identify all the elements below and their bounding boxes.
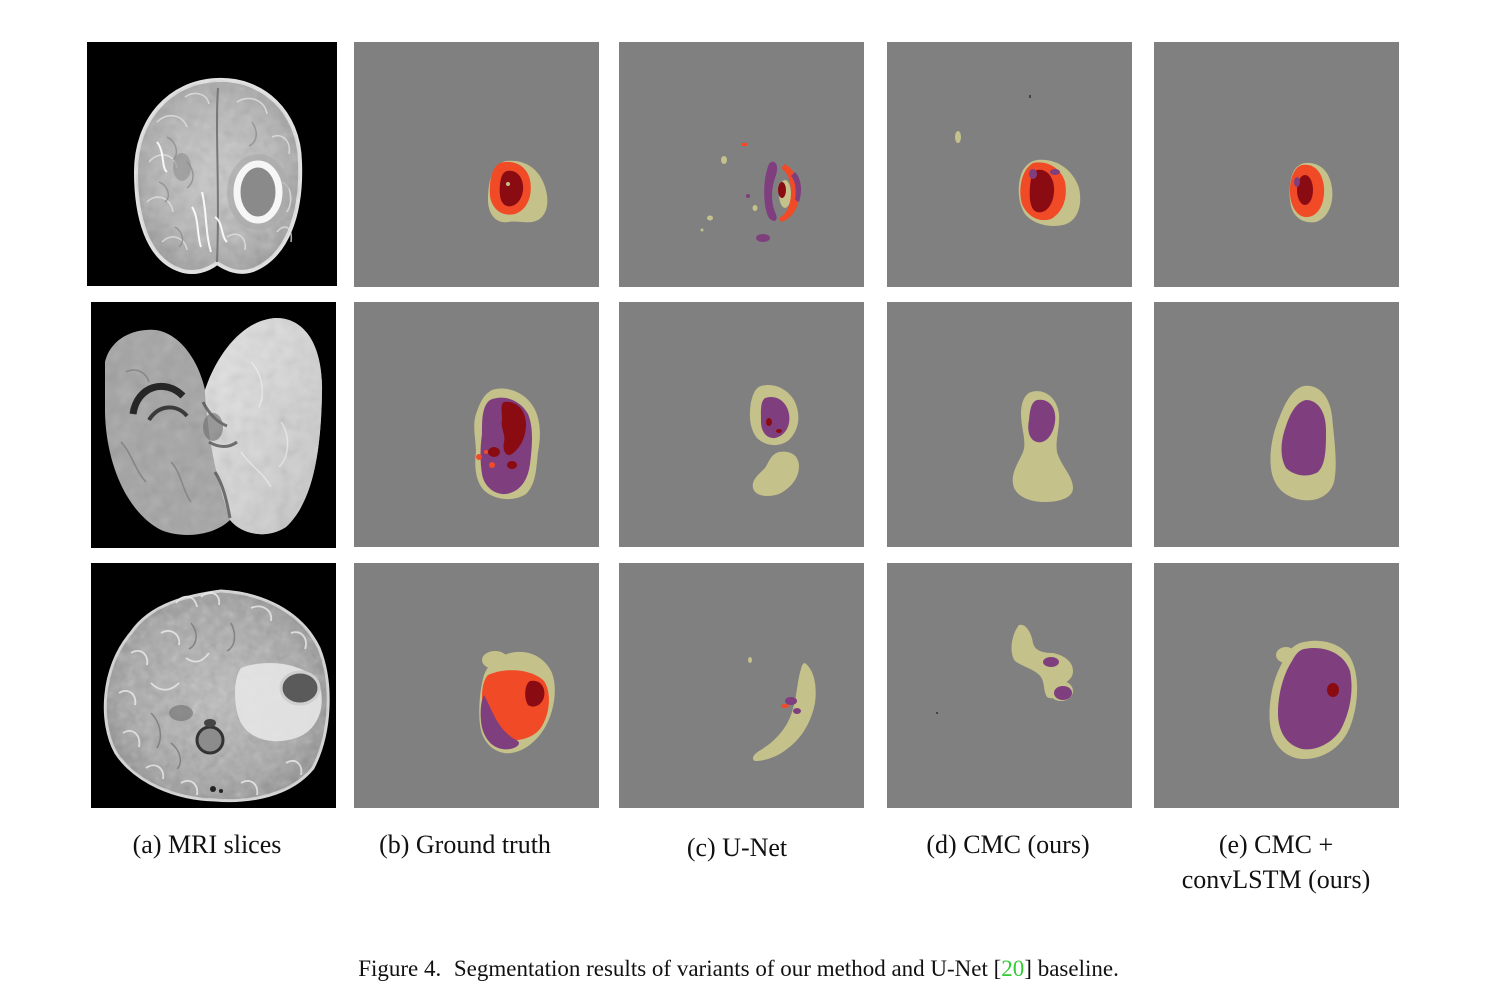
column-label-line-1: (e) CMC +: [1218, 830, 1334, 859]
segmentation-region-purple: [1043, 657, 1059, 667]
mri-slice-row-2: [91, 302, 336, 548]
mri-slice-row-1: [87, 42, 337, 286]
segmentation-speck: [700, 228, 704, 232]
segmentation-speck: [936, 712, 938, 714]
segmentation-region-dark-red: [778, 182, 786, 198]
ventricle: [129, 382, 186, 415]
segmentation-speck: [721, 156, 727, 164]
segmentation-region-purple: [1278, 647, 1352, 750]
column-label-line-2: convLSTM (ours): [1181, 865, 1371, 894]
segmentation-region-dark-red: [507, 461, 517, 469]
segmentation-speck: [746, 194, 750, 198]
segmentation-speck: [748, 657, 752, 663]
unet-row-1: [619, 42, 864, 287]
cmc-row-3: [887, 563, 1132, 808]
dark-lesion: [279, 670, 321, 706]
citation-link[interactable]: 20: [1001, 956, 1025, 981]
segmentation-region-purple: [793, 708, 801, 714]
column-label-unet: (c) U-Net: [686, 833, 788, 862]
mri-slice-row-3: [91, 563, 336, 808]
cmc-convlstm-row-2: [1154, 302, 1399, 547]
brainstem: [195, 725, 225, 755]
caption-text-end: ] baseline.: [1024, 956, 1119, 981]
segmentation-speck: [742, 143, 747, 146]
segmentation-speck: [752, 205, 758, 211]
segmentation-speck: [1029, 169, 1037, 179]
segmentation-speck: [476, 454, 482, 460]
column-label-cmc: (d) CMC (ours): [926, 830, 1090, 859]
segmentation-region-khaki: [752, 451, 799, 496]
figure-number: Figure 4.: [358, 956, 442, 981]
segmentation-speck: [955, 131, 961, 143]
figure-caption: Figure 4. Segmentation results of variant…: [0, 954, 1477, 984]
ground-truth-row-2: [354, 302, 599, 547]
segmentation-region-dark-red: [499, 170, 524, 207]
caption-text: Segmentation results of variants of our …: [453, 956, 1002, 981]
segmentation-region-purple: [1028, 399, 1056, 443]
segmentation-speck: [707, 215, 713, 221]
segmentation-region-dark-red: [1029, 169, 1055, 213]
segmentation-region-dark-red: [501, 401, 526, 456]
segmentation-region-khaki: [1011, 624, 1073, 699]
segmentation-speck: [1050, 169, 1060, 175]
segmentation-speck: [756, 234, 770, 242]
segmentation-region-purple: [764, 161, 778, 221]
segmentation-region-purple: [785, 697, 797, 705]
segmentation-region-purple: [1054, 686, 1072, 700]
segmentation-region-purple: [480, 695, 519, 750]
cmc-convlstm-row-1: [1154, 42, 1399, 287]
segmentation-region-dark-red: [1297, 175, 1313, 205]
segmentation-speck: [489, 462, 495, 468]
segmentation-speck: [776, 429, 782, 433]
column-label-mri-slices: (a) MRI slices: [132, 830, 282, 859]
enhancing-lesion: [233, 160, 283, 224]
segmentation-region-purple: [791, 172, 802, 202]
segmentation-speck: [766, 418, 772, 426]
segmentation-region-orange: [781, 704, 789, 708]
segmentation-region-purple: [1281, 400, 1326, 476]
segmentation-region-dark-red: [488, 447, 500, 457]
ground-truth-row-3: [354, 563, 599, 808]
unet-row-2: [619, 302, 864, 547]
segmentation-speck: [506, 182, 510, 186]
segmentation-speck: [1029, 95, 1031, 98]
segmentation-region-purple: [760, 396, 790, 439]
ground-truth-row-1: [354, 42, 599, 287]
segmentation-region-khaki: [752, 663, 816, 761]
cmc-convlstm-row-3: [1154, 563, 1399, 808]
segmentation-speck: [1294, 177, 1300, 187]
column-label-cmc-convlstm: (e) CMC + convLSTM (ours): [1151, 827, 1401, 897]
segmentation-speck: [484, 450, 488, 454]
cmc-row-1: [887, 42, 1132, 287]
midline: [216, 87, 219, 263]
segmentation-region-dark-red: [525, 680, 545, 707]
segmentation-region-khaki: [1012, 391, 1073, 502]
unet-row-3: [619, 563, 864, 808]
cmc-row-2: [887, 302, 1132, 547]
column-label-ground-truth: (b) Ground truth: [379, 830, 551, 859]
segmentation-region-dark-red: [1327, 683, 1339, 697]
